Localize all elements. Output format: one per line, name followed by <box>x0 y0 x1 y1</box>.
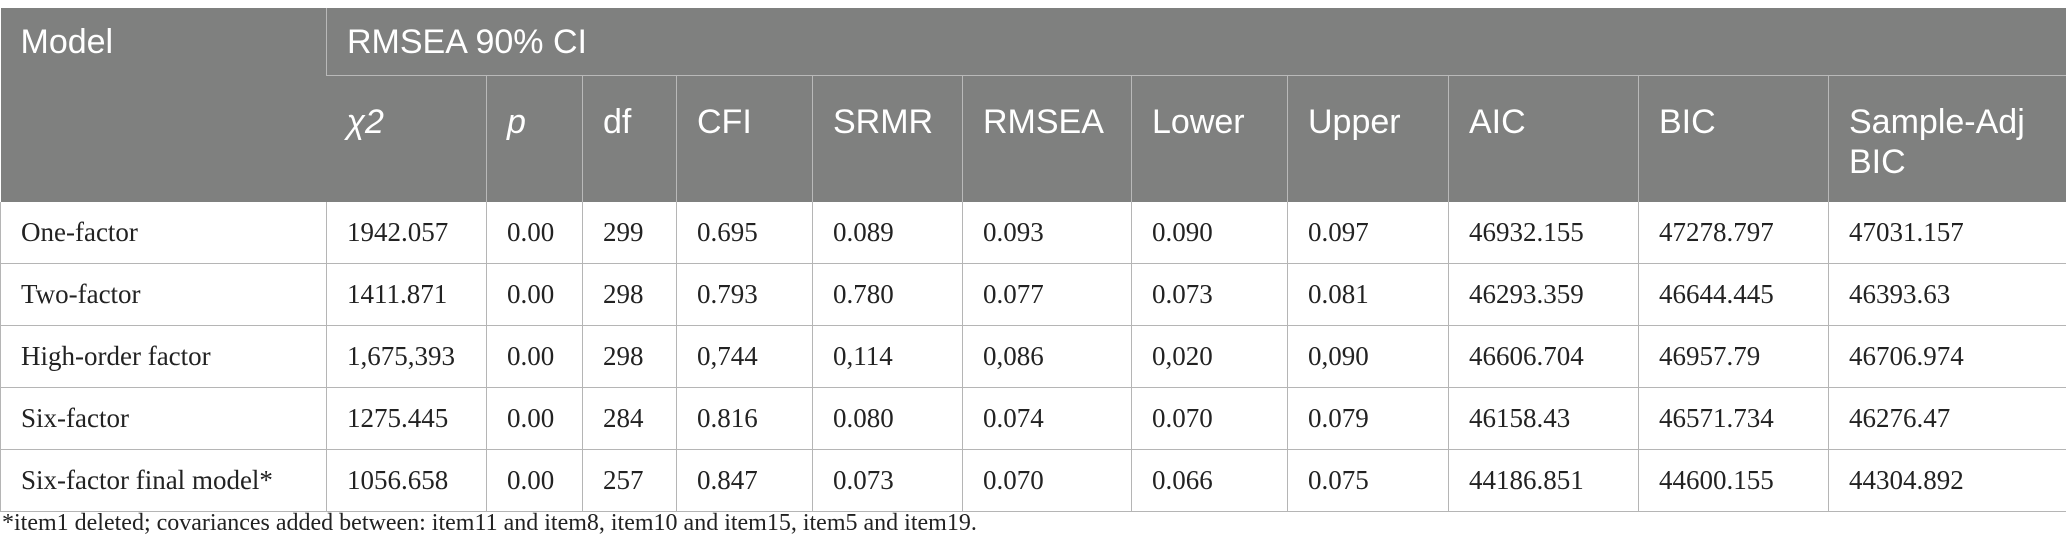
table-row: Two-factor 1411.871 0.00 298 0.793 0.780 0.077… <box>0 263 2066 326</box>
cell-bic: 47278.797 <box>1638 202 1829 264</box>
cell-bic: 44600.155 <box>1638 449 1829 512</box>
cell-p: 0.00 <box>486 387 583 450</box>
cell-bic: 46571.734 <box>1638 387 1829 450</box>
cell-aic: 46158.43 <box>1448 387 1639 450</box>
header-df: df <box>582 75 677 202</box>
cell-df: 284 <box>582 387 677 450</box>
cell-model: Six-factor final model* <box>0 449 327 512</box>
header-group-rmsea-ci: RMSEA 90% CI <box>325 8 2066 76</box>
cell-srmr: 0,114 <box>812 325 963 388</box>
cell-sabic: 44304.892 <box>1827 449 2066 512</box>
cell-srmr: 0.780 <box>812 263 963 326</box>
header-rmsea: RMSEA <box>962 75 1132 202</box>
cell-upper: 0.097 <box>1287 202 1449 264</box>
cell-bic: 46644.445 <box>1638 263 1829 326</box>
cell-rmsea: 0.074 <box>962 387 1132 450</box>
cell-srmr: 0.073 <box>812 449 963 512</box>
cell-bic: 46957.79 <box>1638 325 1829 388</box>
cell-df: 299 <box>582 202 677 264</box>
cell-model: High-order factor <box>0 325 327 388</box>
header-p: p <box>486 75 583 202</box>
cell-cfi: 0.695 <box>676 202 813 264</box>
cell-cfi: 0.816 <box>676 387 813 450</box>
header-row-2: χ2 p df CFI SRMR RMSEA Lower Upper AIC B… <box>1 75 2066 202</box>
header-model: Model <box>0 8 327 202</box>
cell-srmr: 0.080 <box>812 387 963 450</box>
fit-indices-table: Model RMSEA 90% CI χ2 p df CFI SRMR RMSE… <box>0 8 2066 512</box>
table-body: One-factor 1942.057 0.00 299 0.695 0.089 0.093… <box>0 202 2066 512</box>
cell-cfi: 0,744 <box>676 325 813 388</box>
cell-aic: 46293.359 <box>1448 263 1639 326</box>
cell-df: 257 <box>582 449 677 512</box>
cell-upper: 0.081 <box>1287 263 1449 326</box>
header-lower: Lower <box>1131 75 1288 202</box>
header-row-1: Model RMSEA 90% CI <box>0 8 2066 202</box>
table-row: Six-factor final model* 1056.658 0.00 257 0.… <box>0 449 2066 512</box>
cell-rmsea: 0.093 <box>962 202 1132 264</box>
cell-df: 298 <box>582 263 677 326</box>
cell-aic: 44186.851 <box>1448 449 1639 512</box>
cell-sabic: 46393.63 <box>1827 263 2066 326</box>
cell-chi2: 1942.057 <box>326 202 487 264</box>
cell-chi2: 1056.658 <box>326 449 487 512</box>
table-row: Six-factor 1275.445 0.00 284 0.816 0.080 0.074… <box>0 387 2066 450</box>
cell-lower: 0.090 <box>1131 202 1288 264</box>
cell-rmsea: 0.070 <box>962 449 1132 512</box>
cell-p: 0.00 <box>486 325 583 388</box>
cell-lower: 0.066 <box>1131 449 1288 512</box>
header-cfi: CFI <box>676 75 813 202</box>
cell-srmr: 0.089 <box>812 202 963 264</box>
cell-sabic: 47031.157 <box>1827 202 2066 264</box>
header-bic: BIC <box>1638 75 1829 202</box>
cell-model: Six-factor <box>0 387 327 450</box>
header-upper: Upper <box>1287 75 1449 202</box>
cell-upper: 0.079 <box>1287 387 1449 450</box>
header-srmr: SRMR <box>812 75 963 202</box>
table-row: High-order factor 1,675,393 0.00 298 0,744 0,… <box>0 325 2066 388</box>
cell-aic: 46606.704 <box>1448 325 1639 388</box>
cell-aic: 46932.155 <box>1448 202 1639 264</box>
header-sample-adj-bic: Sample-Adj BIC <box>1827 75 2066 202</box>
cell-p: 0.00 <box>486 202 583 264</box>
table-footnote: *item1 deleted; covariances added betwee… <box>2 510 977 536</box>
cell-model: Two-factor <box>0 263 327 326</box>
cell-lower: 0.073 <box>1131 263 1288 326</box>
cell-sabic: 46276.47 <box>1827 387 2066 450</box>
cell-cfi: 0.847 <box>676 449 813 512</box>
cell-upper: 0.075 <box>1287 449 1449 512</box>
fit-indices-table-container: Model RMSEA 90% CI χ2 p df CFI SRMR RMSE… <box>0 8 2066 512</box>
cell-model: One-factor <box>0 202 327 264</box>
cell-df: 298 <box>582 325 677 388</box>
cell-cfi: 0.793 <box>676 263 813 326</box>
cell-rmsea: 0,086 <box>962 325 1132 388</box>
cell-upper: 0,090 <box>1287 325 1449 388</box>
cell-p: 0.00 <box>486 449 583 512</box>
cell-p: 0.00 <box>486 263 583 326</box>
header-aic: AIC <box>1448 75 1639 202</box>
cell-lower: 0.070 <box>1131 387 1288 450</box>
cell-chi2: 1275.445 <box>326 387 487 450</box>
cell-sabic: 46706.974 <box>1827 325 2066 388</box>
cell-lower: 0,020 <box>1131 325 1288 388</box>
cell-chi2: 1,675,393 <box>326 325 487 388</box>
header-chi2: χ2 <box>326 75 487 202</box>
cell-chi2: 1411.871 <box>326 263 487 326</box>
table-row: One-factor 1942.057 0.00 299 0.695 0.089 0.093… <box>0 202 2066 264</box>
cell-rmsea: 0.077 <box>962 263 1132 326</box>
